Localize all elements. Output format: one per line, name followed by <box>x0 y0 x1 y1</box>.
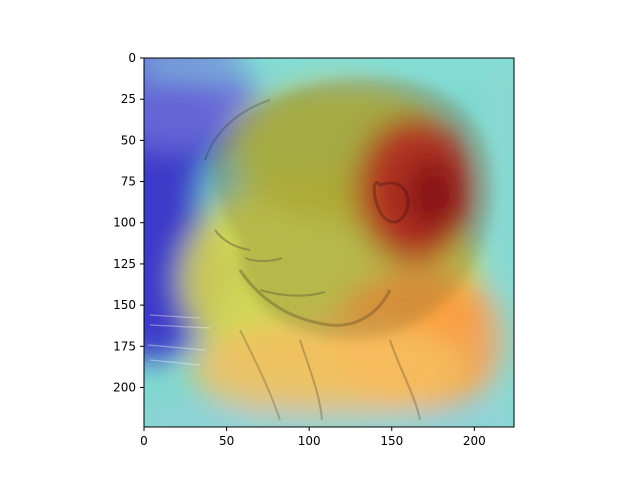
y-tick-label: 200 <box>113 380 136 394</box>
y-tick-label: 0 <box>128 51 136 65</box>
y-tick-label: 175 <box>113 339 136 353</box>
image-area <box>144 58 514 427</box>
y-tick-label: 75 <box>121 175 136 189</box>
x-tick-label: 200 <box>463 434 486 448</box>
x-tick-label: 0 <box>140 434 148 448</box>
sketch-layer <box>147 77 493 421</box>
y-tick-label: 50 <box>121 133 136 147</box>
y-axis: 0 25 50 75 100 125 150 175 200 <box>113 51 144 394</box>
y-tick-label: 150 <box>113 298 136 312</box>
y-tick-label: 100 <box>113 216 136 230</box>
x-tick-label: 150 <box>380 434 403 448</box>
x-tick-label: 50 <box>219 434 234 448</box>
x-tick-label: 100 <box>298 434 321 448</box>
y-tick-label: 25 <box>121 92 136 106</box>
x-axis: 0 50 100 150 200 <box>140 427 486 448</box>
y-tick-label: 125 <box>113 257 136 271</box>
axes-frame <box>143 57 515 428</box>
